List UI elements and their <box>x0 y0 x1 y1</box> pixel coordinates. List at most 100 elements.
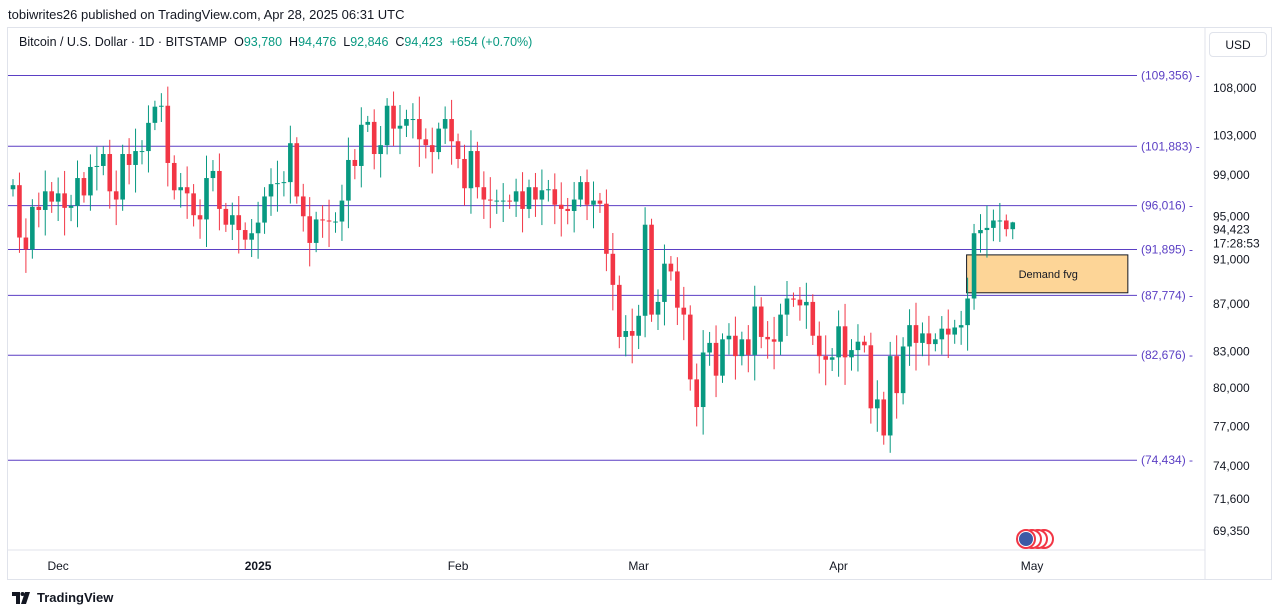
candle-body <box>423 139 429 146</box>
candle-body <box>939 328 945 340</box>
candle-body <box>965 298 970 326</box>
candle-body <box>436 128 441 153</box>
candle-body <box>236 215 242 231</box>
candle-body <box>681 307 687 315</box>
candle-body <box>578 182 583 200</box>
candle-body <box>49 191 54 202</box>
candle-body <box>552 189 558 205</box>
candle-body <box>687 314 693 380</box>
candle-body <box>842 326 848 358</box>
candle-body <box>55 193 61 202</box>
candle-body <box>481 187 487 200</box>
candle-body <box>429 145 435 153</box>
close-value: 94,423 <box>404 35 443 49</box>
candle-body <box>791 298 796 300</box>
candle-body <box>113 191 119 200</box>
candle-body <box>1010 222 1016 230</box>
symbol-legend: Bitcoin / U.S. Dollar · 1D · BITSTAMP O9… <box>19 35 532 49</box>
candle-body <box>23 237 29 250</box>
open-value: 93,780 <box>243 35 283 49</box>
candle-body <box>30 206 35 250</box>
low-value: 92,846 <box>350 35 389 49</box>
candle-body <box>223 208 229 225</box>
candle-body <box>68 205 74 208</box>
level-label: (96,016) - <box>1141 199 1193 213</box>
demand-zone <box>966 254 1129 294</box>
candle-body <box>365 121 371 125</box>
us-flag-event-icon <box>1019 532 1033 546</box>
candle-body <box>662 263 667 302</box>
candle-body <box>391 105 396 129</box>
price-tick-label: 103,000 <box>1213 128 1257 142</box>
candle-body <box>610 253 616 285</box>
candle-body <box>320 219 325 221</box>
candle-body <box>417 119 422 140</box>
candle-body <box>991 220 996 228</box>
level-label: (91,895) - <box>1141 242 1193 256</box>
candle-body <box>804 301 809 306</box>
candle-body <box>230 215 235 225</box>
candle-body <box>81 178 87 196</box>
price-tick-label: 83,000 <box>1213 344 1250 358</box>
candle-body <box>275 183 280 185</box>
candle-body <box>526 187 532 209</box>
candle-body <box>823 356 828 360</box>
candle-body <box>920 333 925 343</box>
candle-body <box>507 200 512 202</box>
candle-body <box>339 200 345 222</box>
candle-body <box>268 184 274 197</box>
candle-body <box>120 154 125 200</box>
current-price-label: 94,423 <box>1213 222 1250 236</box>
candle-body <box>210 170 216 179</box>
candle-body <box>36 206 42 210</box>
candle-body <box>739 339 745 357</box>
time-tick-label: May <box>1021 559 1044 573</box>
candle-body <box>836 326 841 358</box>
candle-body <box>849 350 854 358</box>
candle-body <box>101 154 106 166</box>
candle-body <box>126 154 132 165</box>
candle-body <box>784 298 790 315</box>
candle-body <box>146 122 151 152</box>
candle-body <box>171 162 177 191</box>
candle-body <box>17 185 22 238</box>
candle-body <box>571 199 577 212</box>
candle-body <box>558 204 564 209</box>
candle-body <box>952 327 957 335</box>
candle-body <box>107 154 113 192</box>
candle-body <box>720 339 725 376</box>
price-tick-label: 80,000 <box>1213 381 1250 395</box>
candle-body <box>468 151 474 189</box>
candle-body <box>346 159 351 201</box>
candle-body <box>513 191 519 202</box>
candle-body <box>584 182 590 205</box>
candle-body <box>294 143 300 197</box>
low-label: L <box>343 35 351 49</box>
candle-body <box>442 119 448 129</box>
candle-body <box>726 335 732 340</box>
candle-body <box>862 341 867 346</box>
candle-body <box>262 196 267 223</box>
candle-body <box>139 151 145 153</box>
candle-body <box>978 230 983 234</box>
candle-body <box>913 325 919 343</box>
candle-body <box>178 187 183 191</box>
candle-body <box>10 185 16 190</box>
candle-body <box>765 336 770 340</box>
candle-body <box>42 191 48 210</box>
currency-button[interactable]: USD <box>1209 32 1267 57</box>
level-label: (87,774) - <box>1141 288 1193 302</box>
candle-body <box>816 335 822 357</box>
demand-zone-label: Demand fvg <box>1019 269 1078 281</box>
candle-body <box>997 220 1003 222</box>
candle-body <box>333 221 338 223</box>
candle-body <box>971 233 977 299</box>
chart-frame <box>7 27 1272 580</box>
price-tick-label: 87,000 <box>1213 297 1250 311</box>
candle-body <box>410 119 416 121</box>
candle-body <box>159 105 164 107</box>
candle-body <box>945 328 951 335</box>
candle-body <box>875 399 880 409</box>
candle-body <box>494 200 500 202</box>
